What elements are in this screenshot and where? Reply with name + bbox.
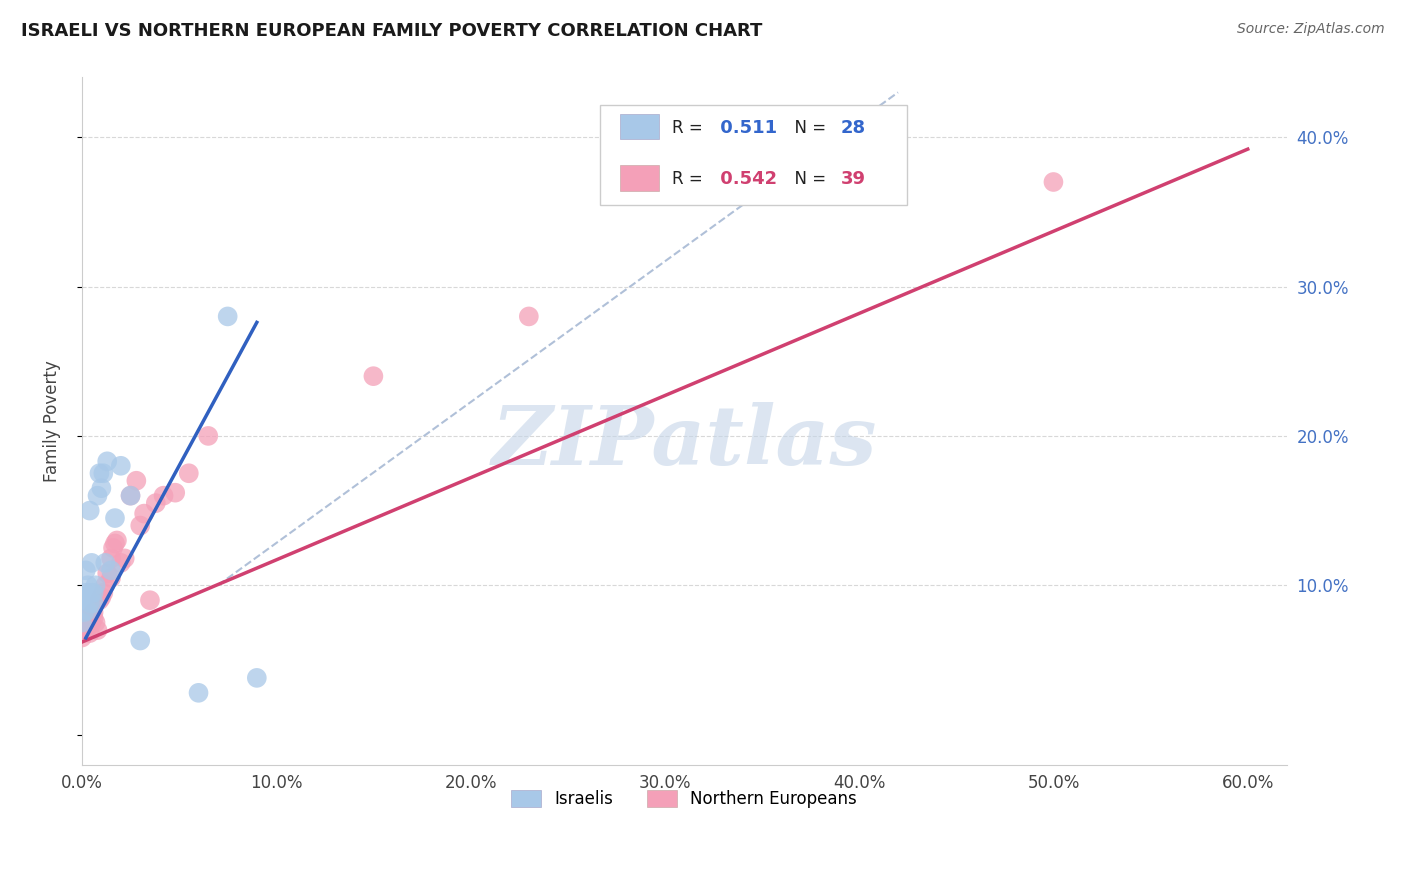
Point	[80, 556, 103, 570]
Point	[94, 556, 117, 570]
Point	[104, 511, 127, 525]
Point	[125, 474, 148, 488]
Point	[120, 489, 142, 503]
Point	[217, 310, 239, 324]
Point	[80, 586, 103, 600]
Point	[84, 615, 107, 630]
Point	[105, 533, 128, 548]
Point	[363, 369, 385, 384]
Point	[100, 551, 122, 566]
Point	[70, 631, 93, 645]
Point	[76, 578, 98, 592]
Point	[100, 563, 122, 577]
Point	[83, 605, 105, 619]
Point	[94, 578, 117, 592]
Point	[96, 566, 118, 581]
FancyBboxPatch shape	[620, 165, 659, 191]
Text: 0.542: 0.542	[714, 170, 778, 188]
Point	[73, 615, 96, 630]
Point	[152, 489, 174, 503]
Point	[91, 467, 114, 481]
Point	[79, 503, 101, 517]
Point	[96, 454, 118, 468]
FancyBboxPatch shape	[600, 105, 907, 204]
Point	[104, 536, 127, 550]
Text: N =: N =	[785, 119, 831, 136]
Point	[197, 429, 219, 443]
Point	[120, 489, 142, 503]
Point	[110, 458, 132, 473]
Point	[165, 485, 187, 500]
Point	[246, 671, 269, 685]
Y-axis label: Family Poverty: Family Poverty	[44, 360, 60, 482]
Point	[90, 591, 112, 605]
Point	[90, 481, 112, 495]
FancyBboxPatch shape	[620, 114, 659, 139]
Point	[129, 633, 152, 648]
Point	[100, 571, 122, 585]
Text: Source: ZipAtlas.com: Source: ZipAtlas.com	[1237, 22, 1385, 37]
Point	[76, 604, 98, 618]
Point	[110, 556, 132, 570]
Point	[86, 623, 108, 637]
Point	[517, 310, 540, 324]
Point	[70, 615, 93, 630]
Point	[129, 518, 152, 533]
Point	[114, 551, 136, 566]
Point	[101, 541, 124, 555]
Point	[80, 615, 103, 630]
Point	[75, 620, 97, 634]
Text: N =: N =	[785, 170, 831, 188]
Point	[75, 611, 97, 625]
Point	[73, 591, 96, 605]
Point	[83, 596, 105, 610]
Legend: Israelis, Northern Europeans: Israelis, Northern Europeans	[505, 783, 863, 814]
Point	[187, 686, 209, 700]
Point	[76, 620, 98, 634]
Point	[1042, 175, 1064, 189]
Point	[73, 605, 96, 619]
Point	[76, 615, 98, 630]
Text: ISRAELI VS NORTHERN EUROPEAN FAMILY POVERTY CORRELATION CHART: ISRAELI VS NORTHERN EUROPEAN FAMILY POVE…	[21, 22, 762, 40]
Point	[83, 611, 105, 625]
Text: 0.511: 0.511	[714, 119, 778, 136]
Point	[89, 467, 111, 481]
Point	[75, 563, 97, 577]
Text: ZIPatlas: ZIPatlas	[492, 401, 877, 482]
Text: R =: R =	[672, 119, 709, 136]
Point	[134, 507, 156, 521]
Point	[91, 586, 114, 600]
Point	[86, 489, 108, 503]
Point	[145, 496, 167, 510]
Point	[79, 626, 101, 640]
Point	[139, 593, 162, 607]
Point	[84, 578, 107, 592]
Point	[83, 586, 105, 600]
Point	[75, 586, 97, 600]
Point	[80, 608, 103, 623]
Point	[89, 593, 111, 607]
Point	[73, 626, 96, 640]
Text: 28: 28	[841, 119, 866, 136]
Point	[177, 467, 200, 481]
Text: 39: 39	[841, 170, 866, 188]
Point	[79, 596, 101, 610]
Text: R =: R =	[672, 170, 709, 188]
